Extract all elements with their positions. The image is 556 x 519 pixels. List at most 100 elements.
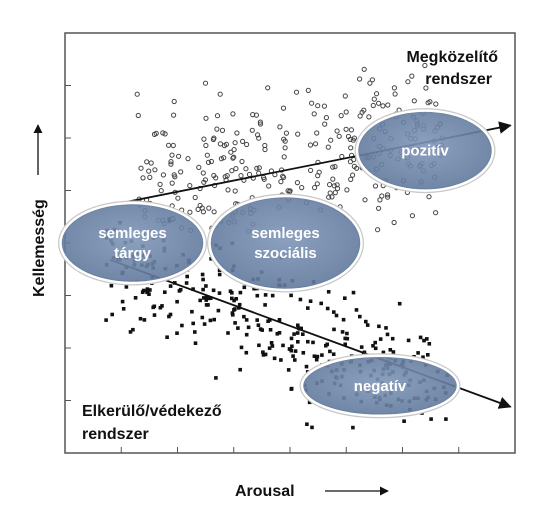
data-point-circle (175, 195, 181, 201)
data-point-circle (234, 130, 240, 136)
data-point-circle (265, 85, 271, 91)
data-point-square (204, 284, 208, 288)
regions: pozitív semleges tárgy semleges szociális neg… (58, 108, 496, 419)
data-point-circle (361, 66, 367, 72)
data-point-square (257, 343, 261, 348)
data-point-circle (206, 205, 212, 211)
data-point-circle (140, 175, 146, 181)
data-point-circle (278, 179, 284, 185)
data-point-square (325, 306, 330, 311)
data-point-square (427, 342, 432, 346)
data-point-circle (204, 152, 210, 158)
data-point-circle (305, 87, 311, 94)
data-point-square (252, 286, 256, 291)
data-point-square (148, 288, 152, 292)
data-point-circle (232, 140, 238, 146)
data-point-circle (312, 185, 318, 191)
data-point-square (124, 285, 129, 289)
data-point-circle (311, 111, 317, 117)
data-point-circle (283, 130, 289, 136)
data-point-circle (427, 99, 433, 105)
data-point-square (270, 344, 275, 348)
data-point-circle (202, 177, 208, 183)
data-point-circle (228, 149, 234, 155)
data-point-circle (343, 109, 349, 115)
data-point-square (233, 321, 237, 325)
region-label: negatív (354, 378, 407, 395)
data-point-circle (385, 192, 391, 198)
data-point-square (246, 325, 251, 330)
data-point-square (256, 323, 261, 327)
data-point-square (416, 351, 420, 355)
data-point-square (296, 340, 300, 344)
data-point-square (193, 330, 197, 334)
data-point-square (444, 417, 448, 421)
data-point-square (391, 350, 396, 354)
data-point-square (298, 297, 303, 302)
data-point-circle (281, 154, 287, 160)
data-point-square (305, 422, 309, 426)
data-point-circle (376, 205, 382, 211)
data-point-square (163, 290, 167, 294)
data-point-square (191, 287, 195, 291)
data-point-square (184, 281, 189, 285)
data-point-square (255, 318, 259, 322)
data-point-square (354, 308, 359, 312)
data-point-square (217, 291, 222, 295)
data-point-circle (240, 138, 246, 144)
data-point-square (334, 313, 339, 318)
data-point-square (426, 353, 430, 357)
region-ellipse (300, 354, 460, 418)
data-point-circle (336, 133, 342, 139)
data-point-circle (195, 206, 201, 212)
data-point-circle (328, 137, 334, 143)
data-point-square (185, 274, 189, 279)
data-point-square (239, 345, 244, 350)
data-point-square (343, 336, 347, 341)
data-point-square (289, 336, 294, 341)
data-point-circle (187, 209, 193, 215)
data-point-circle (343, 126, 349, 132)
data-point-square (343, 342, 347, 347)
data-point-square (168, 284, 173, 288)
data-point-circle (370, 102, 376, 109)
data-point-circle (176, 153, 182, 159)
data-point-circle (287, 188, 293, 194)
data-point-square (429, 417, 433, 421)
data-point-circle (314, 181, 320, 187)
data-point-circle (205, 159, 212, 165)
data-point-square (402, 419, 406, 423)
data-point-circle (375, 227, 381, 233)
data-point-circle (144, 159, 150, 165)
data-point-circle (334, 182, 340, 188)
data-point-square (120, 299, 125, 304)
data-point-circle (170, 142, 176, 149)
data-point-square (204, 298, 208, 302)
data-point-circle (322, 121, 328, 127)
data-point-circle (211, 135, 217, 141)
data-point-square (381, 350, 386, 355)
avoid-label-line1: Elkerülő/védekező (82, 403, 222, 420)
data-point-circle (148, 160, 154, 166)
data-point-square (121, 307, 126, 311)
data-point-square (320, 353, 324, 357)
data-point-circle (211, 172, 217, 179)
data-point-square (267, 346, 272, 350)
data-point-square (142, 318, 147, 322)
data-point-circle (423, 85, 429, 91)
data-point-square (216, 308, 221, 313)
data-point-square (255, 293, 260, 298)
data-point-circle (357, 76, 363, 82)
data-point-square (226, 331, 230, 335)
data-point-square (378, 337, 383, 341)
data-point-square (242, 314, 246, 319)
data-point-circle (313, 141, 319, 147)
data-point-circle (350, 172, 356, 178)
data-point-circle (332, 190, 338, 196)
data-point-circle (218, 156, 224, 162)
data-point-square (371, 344, 375, 348)
data-point-circle (203, 115, 209, 121)
data-point-circle (169, 180, 175, 186)
data-point-square (281, 343, 285, 348)
data-point-circle (201, 136, 207, 142)
